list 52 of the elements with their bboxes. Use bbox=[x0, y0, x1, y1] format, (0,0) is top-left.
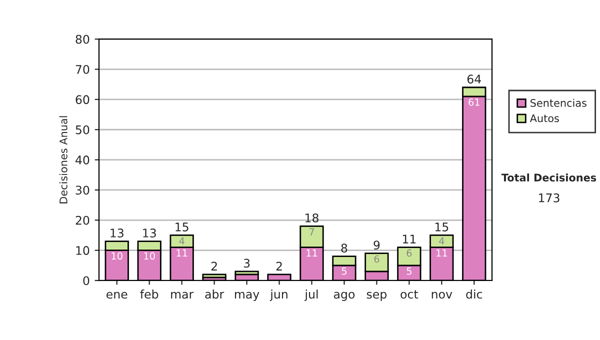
x-tick-label: oct bbox=[400, 290, 418, 299]
data-label: 10 bbox=[112, 252, 122, 260]
x-tick-label: dic bbox=[466, 290, 482, 299]
data-label: 6 bbox=[406, 249, 412, 257]
y-tick-label: 50 bbox=[76, 125, 90, 134]
data-label: 11 bbox=[436, 249, 447, 257]
data-label: 5 bbox=[342, 268, 346, 275]
legend-label: Sentencias bbox=[530, 98, 586, 107]
data-label: 4 bbox=[179, 237, 184, 244]
total-label: 15 bbox=[176, 222, 188, 232]
data-label: 5 bbox=[406, 268, 412, 275]
total-label: 2 bbox=[276, 262, 282, 270]
y-tick-label: 60 bbox=[76, 95, 90, 104]
y-tick-label: 70 bbox=[76, 65, 90, 74]
total-label: 13 bbox=[110, 228, 124, 238]
total-label: 18 bbox=[306, 213, 318, 222]
total-label: 13 bbox=[143, 228, 156, 238]
y-tick-label: 80 bbox=[76, 34, 90, 44]
x-tick-label: sep bbox=[366, 292, 387, 301]
y-tick-label: 40 bbox=[76, 156, 90, 164]
data-label: 11 bbox=[176, 249, 188, 257]
x-tick-label: feb bbox=[140, 290, 158, 299]
x-tick-label: ene bbox=[106, 292, 128, 299]
y-tick-label: 0 bbox=[83, 276, 90, 286]
text: Total Decisiones bbox=[501, 173, 596, 182]
total-label: 3 bbox=[244, 258, 250, 268]
y-tick-label: 30 bbox=[76, 186, 90, 195]
data-label: 11 bbox=[306, 249, 318, 257]
y-tick-label: 20 bbox=[76, 216, 90, 225]
x-tick-label: may bbox=[234, 292, 260, 301]
total-label: 9 bbox=[374, 240, 380, 250]
bar bbox=[202, 274, 226, 278]
x-tick-label: jun bbox=[270, 290, 288, 301]
data-label: 61 bbox=[468, 98, 480, 106]
y-tick-label: 10 bbox=[76, 246, 90, 255]
total-label: 8 bbox=[341, 244, 348, 253]
total-label: 11 bbox=[402, 234, 416, 244]
total-label: 2 bbox=[211, 262, 217, 270]
x-tick-label: ago bbox=[334, 292, 355, 301]
x-tick-label: nov bbox=[432, 292, 452, 299]
total-label: 15 bbox=[435, 222, 448, 232]
x-tick-label: mar bbox=[171, 292, 194, 299]
x-tick-label: jul bbox=[304, 290, 318, 301]
data-label: 7 bbox=[309, 228, 314, 236]
x-tick-label: abr bbox=[205, 290, 224, 299]
text: 173 bbox=[539, 193, 560, 202]
data-label: 6 bbox=[374, 255, 380, 263]
legend-label: Autos bbox=[530, 114, 559, 122]
total-label: 64 bbox=[467, 74, 481, 84]
y-axis-title: Decisiones Anual bbox=[59, 116, 68, 204]
data-label: 10 bbox=[144, 252, 155, 260]
data-label: 4 bbox=[439, 237, 444, 244]
